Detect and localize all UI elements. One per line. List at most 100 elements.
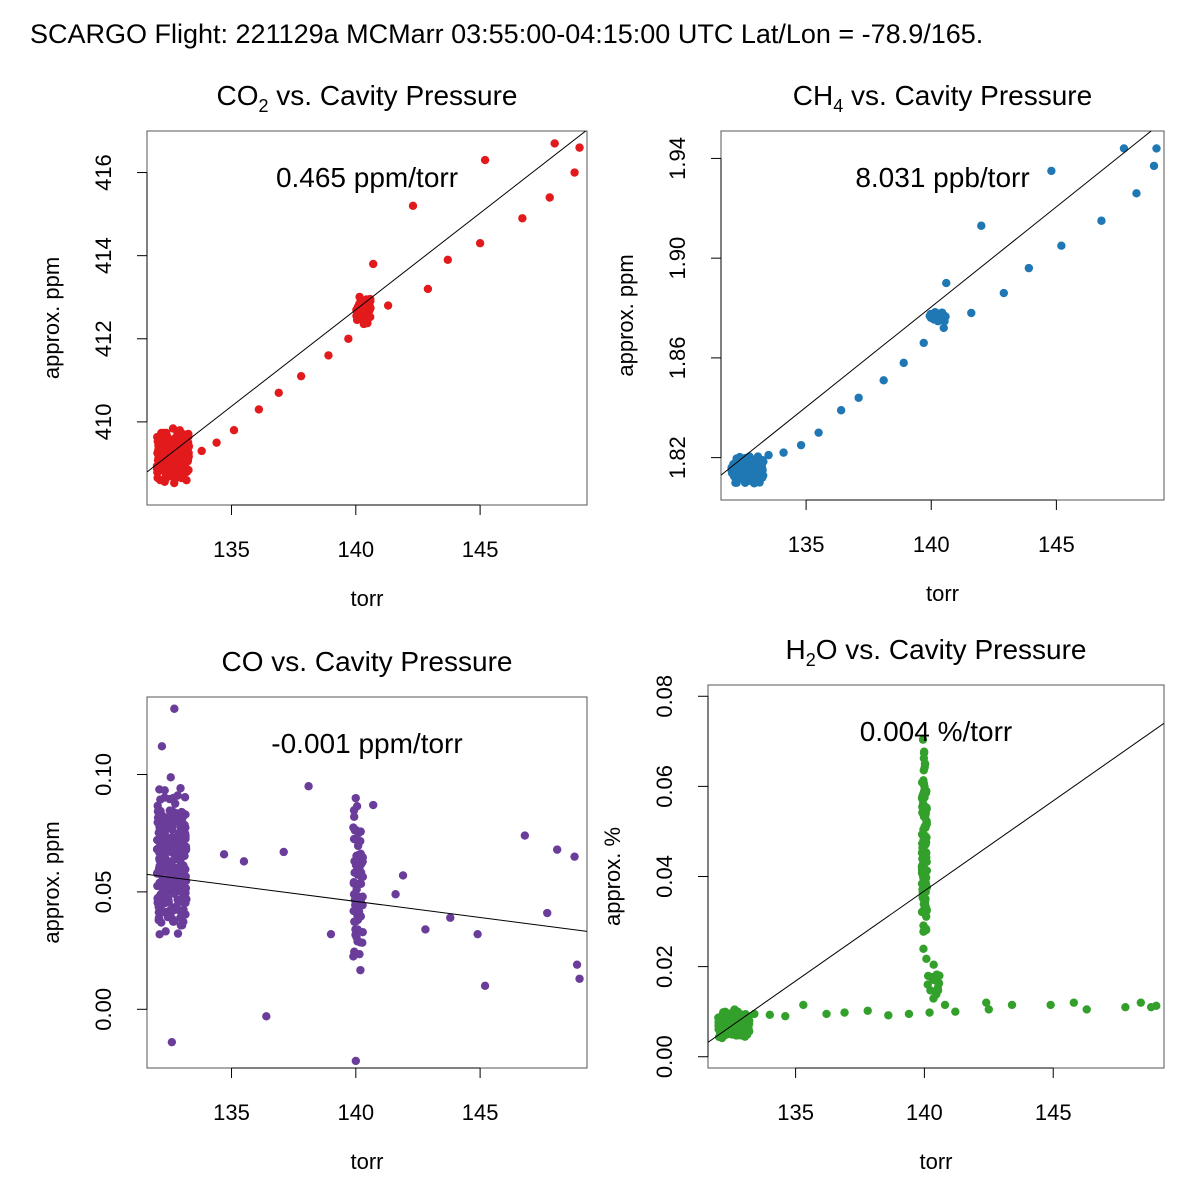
y-tick-label: 412 <box>91 320 116 357</box>
data-point <box>153 473 162 483</box>
data-point <box>743 1022 752 1031</box>
data-point <box>369 800 378 810</box>
y-axis-label-co: approx. ppm <box>39 821 64 943</box>
data-point <box>836 406 846 415</box>
data-point <box>951 1007 960 1016</box>
slope-label-h2o: 0.004 %/torr <box>860 716 1013 747</box>
data-point <box>884 1011 893 1020</box>
data-point <box>153 432 162 442</box>
chart-panel-h2o: H2O vs. Cavity Pressure 135 140 145 torr 0.00… <box>600 634 1165 1174</box>
data-point <box>168 917 178 926</box>
y-axis-label-ch4: approx. ppm <box>613 254 638 376</box>
data-point <box>167 806 177 816</box>
data-point <box>1082 1005 1091 1014</box>
x-axis-label-co2: torr <box>351 586 384 611</box>
data-point <box>922 786 931 796</box>
data-point <box>167 832 177 842</box>
data-point <box>154 828 163 837</box>
data-point <box>175 452 184 461</box>
data-point <box>1024 263 1034 273</box>
data-point <box>1149 161 1159 171</box>
data-point <box>814 428 823 437</box>
data-point <box>920 881 930 890</box>
data-point <box>155 930 164 939</box>
data-point <box>984 1005 994 1014</box>
fit-line-ch4 <box>721 131 1152 476</box>
data-point <box>163 440 172 450</box>
y-tick-label: 0.02 <box>652 945 677 988</box>
data-point <box>279 847 288 857</box>
data-point <box>550 139 559 148</box>
y-axis-label-h2o: approx. % <box>600 827 625 926</box>
data-point <box>921 912 931 921</box>
data-point <box>779 448 788 457</box>
data-point <box>160 835 169 845</box>
data-point <box>219 850 229 859</box>
x-tick-label: 145 <box>462 537 499 562</box>
slope-label-co: -0.001 ppm/torr <box>271 728 462 759</box>
data-point <box>178 911 187 921</box>
data-point <box>156 859 165 868</box>
data-point <box>918 735 928 744</box>
data-point <box>718 1023 728 1033</box>
data-point <box>274 388 283 397</box>
data-point <box>169 889 179 898</box>
data-point <box>160 786 169 795</box>
x-tick-label: 140 <box>337 537 374 562</box>
data-point <box>212 438 221 447</box>
data-point <box>741 1010 750 1019</box>
data-point <box>351 1056 361 1066</box>
data-point <box>570 852 579 861</box>
data-point <box>167 449 176 459</box>
y-tick-label: 1.86 <box>665 336 690 379</box>
data-point <box>353 925 362 934</box>
data-point <box>921 811 930 820</box>
data-point <box>1097 216 1106 225</box>
data-point <box>750 1009 759 1019</box>
y-tick-label: 0.04 <box>652 855 677 898</box>
data-point <box>324 351 333 360</box>
data-point <box>349 952 358 961</box>
x-tick-label: 140 <box>337 1100 374 1125</box>
x-axis-label-co: torr <box>351 1149 384 1174</box>
data-point <box>822 1009 831 1019</box>
data-point <box>354 907 364 916</box>
data-point <box>421 925 430 934</box>
data-point <box>922 954 931 964</box>
data-point <box>229 426 239 435</box>
chart-panel-co: CO vs. Cavity Pressure 135 140 145 torr 0.00 0… <box>39 646 588 1174</box>
data-point <box>730 1025 740 1035</box>
data-point <box>349 806 359 815</box>
data-point <box>350 826 360 835</box>
data-point <box>173 929 183 938</box>
data-point <box>181 467 191 477</box>
data-point <box>398 871 408 880</box>
data-point <box>929 960 938 969</box>
data-point <box>170 704 179 713</box>
data-point <box>154 913 164 923</box>
data-point <box>518 214 527 223</box>
data-point <box>926 986 935 995</box>
data-point <box>918 855 928 864</box>
data-point <box>1057 241 1066 250</box>
data-point <box>1047 166 1056 176</box>
data-point <box>167 1037 177 1047</box>
data-point <box>362 304 371 313</box>
data-point <box>921 925 931 935</box>
y-tick-label: 410 <box>91 404 116 441</box>
data-point <box>176 784 185 793</box>
data-point <box>747 467 757 476</box>
y-tick-label: 0.10 <box>91 753 116 796</box>
data-point <box>543 908 552 918</box>
data-point <box>179 861 188 870</box>
y-tick-label: 0.06 <box>652 765 677 808</box>
data-point <box>899 358 908 368</box>
data-point <box>919 754 929 763</box>
data-point <box>326 929 336 939</box>
data-point <box>344 334 353 343</box>
data-point <box>423 284 433 294</box>
data-point <box>178 444 187 453</box>
data-point <box>732 472 741 481</box>
data-point <box>174 470 183 479</box>
data-point <box>351 900 360 910</box>
